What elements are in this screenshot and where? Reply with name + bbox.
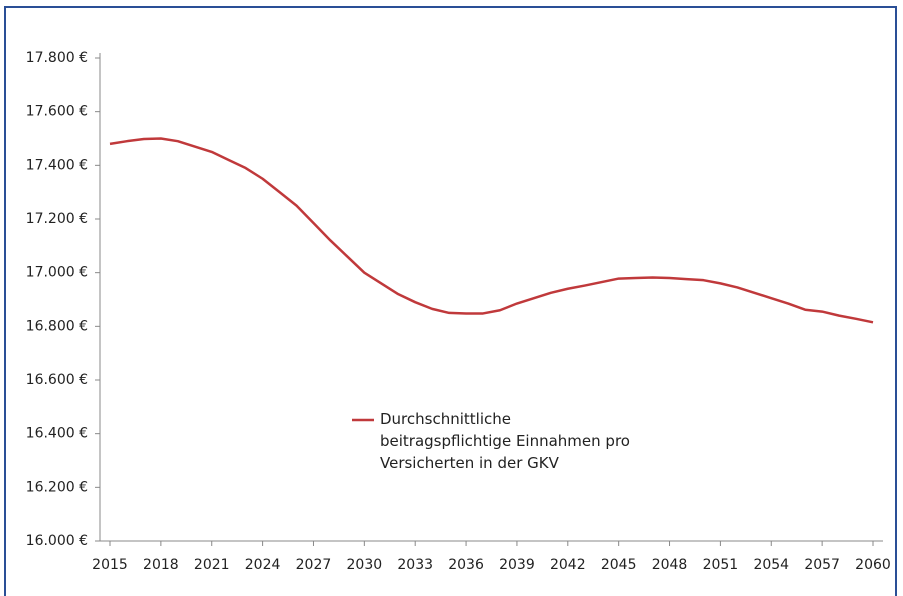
y-tick-label: 17.400 € (26, 157, 88, 173)
x-tick-label: 2030 (347, 557, 383, 573)
x-tick-label: 2021 (194, 557, 230, 573)
x-tick-label: 2054 (753, 557, 789, 573)
y-tick-label: 16.200 € (26, 479, 88, 495)
y-tick-label: 17.200 € (26, 211, 88, 227)
x-tick-label: 2042 (550, 557, 586, 573)
x-tick-label: 2048 (652, 557, 688, 573)
y-tick-label: 16.400 € (26, 426, 88, 442)
y-tick-label: 17.800 € (26, 50, 88, 66)
x-tick-label: 2033 (397, 557, 433, 573)
series-line (109, 137, 874, 324)
x-tick-label: 2045 (601, 557, 637, 573)
y-tick-label: 17.000 € (26, 265, 88, 281)
y-tick-label: 16.600 € (26, 372, 88, 388)
legend-label: Durchschnittliche beitragspflichtige Ein… (380, 410, 630, 472)
frame (4, 6, 897, 596)
x-tick-label: 2018 (143, 557, 179, 573)
x-tick-label: 2060 (855, 557, 891, 573)
x-tick-label: 2039 (499, 557, 535, 573)
x-tick-label: 2057 (804, 557, 840, 573)
x-tick-label: 2036 (448, 557, 484, 573)
y-tick-label: 16.000 € (26, 533, 88, 549)
x-tick-label: 2051 (703, 557, 739, 573)
x-tick-label: 2015 (92, 557, 128, 573)
x-tick-label: 2027 (296, 557, 332, 573)
y-tick-label: 17.600 € (26, 104, 88, 120)
y-tick-label: 16.800 € (26, 318, 88, 334)
x-tick-label: 2024 (245, 557, 281, 573)
